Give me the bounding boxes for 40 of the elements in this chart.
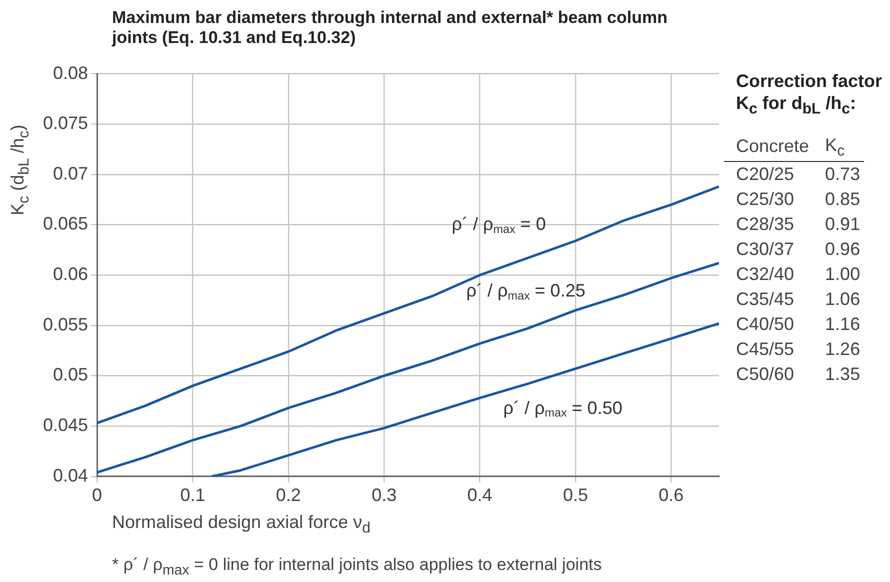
x-tick-label: 0.1 [180,485,206,506]
data-label: 0.91 [824,213,862,236]
category-label: C32/40 [735,263,796,286]
data-label: 1.16 [824,313,862,336]
x-tick-label: 0.2 [276,485,301,506]
text: Concrete [724,134,814,162]
data-label: 1.06 [824,288,862,312]
y-tick-label: 0.06 [52,264,88,284]
category-label: C20/25 [735,163,796,186]
x-tick-label: 0 [92,485,102,506]
x-tick-label: 0.3 [372,485,397,506]
y-tick-label: 0.045 [42,415,88,436]
text: * ρ´ / ρ$_{max}$ = 0 line for internal joints also applies to external joints [112,555,602,578]
chart-title: Maximum bar diameters through internal and external* beam column joints (Eq. 10.31 and Eq.10.32) [112,8,668,48]
y-tick-label: 0.065 [42,214,88,234]
y-tick-label: 0.07 [52,163,88,184]
category-label: C25/30 [735,188,796,212]
text: K$_{c}$ [813,134,864,162]
y-tick-label: 0.04 [52,465,88,486]
category-label: C40/50 [735,313,796,336]
x-axis-title: Normalised design axial force ν$_{d}$ [112,512,370,537]
text: Correction factor K$_{c}$ for d$_{bL}$ /h$_{c}$: [736,70,884,120]
category-label: C50/60 [735,363,796,386]
y-tick-label: 0.075 [42,113,88,134]
category-label: C28/35 [735,213,796,236]
y-tick-label: 0.05 [52,364,88,385]
y-tick-label: 0.08 [52,62,88,83]
data-label: 1.26 [824,338,862,362]
data-label: 0.73 [824,163,862,186]
x-tick-label: 0.4 [467,485,492,506]
category-label: C30/37 [735,238,796,262]
x-tick-label: 0.6 [658,485,684,506]
y-tick-label: 0.055 [42,314,88,334]
data-label: 1.35 [824,363,862,386]
category-label: C45/55 [735,338,796,362]
category-label: C35/45 [735,288,796,312]
x-tick-label: 0.5 [562,485,588,506]
data-label: 1.00 [824,263,862,286]
data-label: 0.96 [824,238,862,262]
data-label: 0.85 [824,188,862,212]
